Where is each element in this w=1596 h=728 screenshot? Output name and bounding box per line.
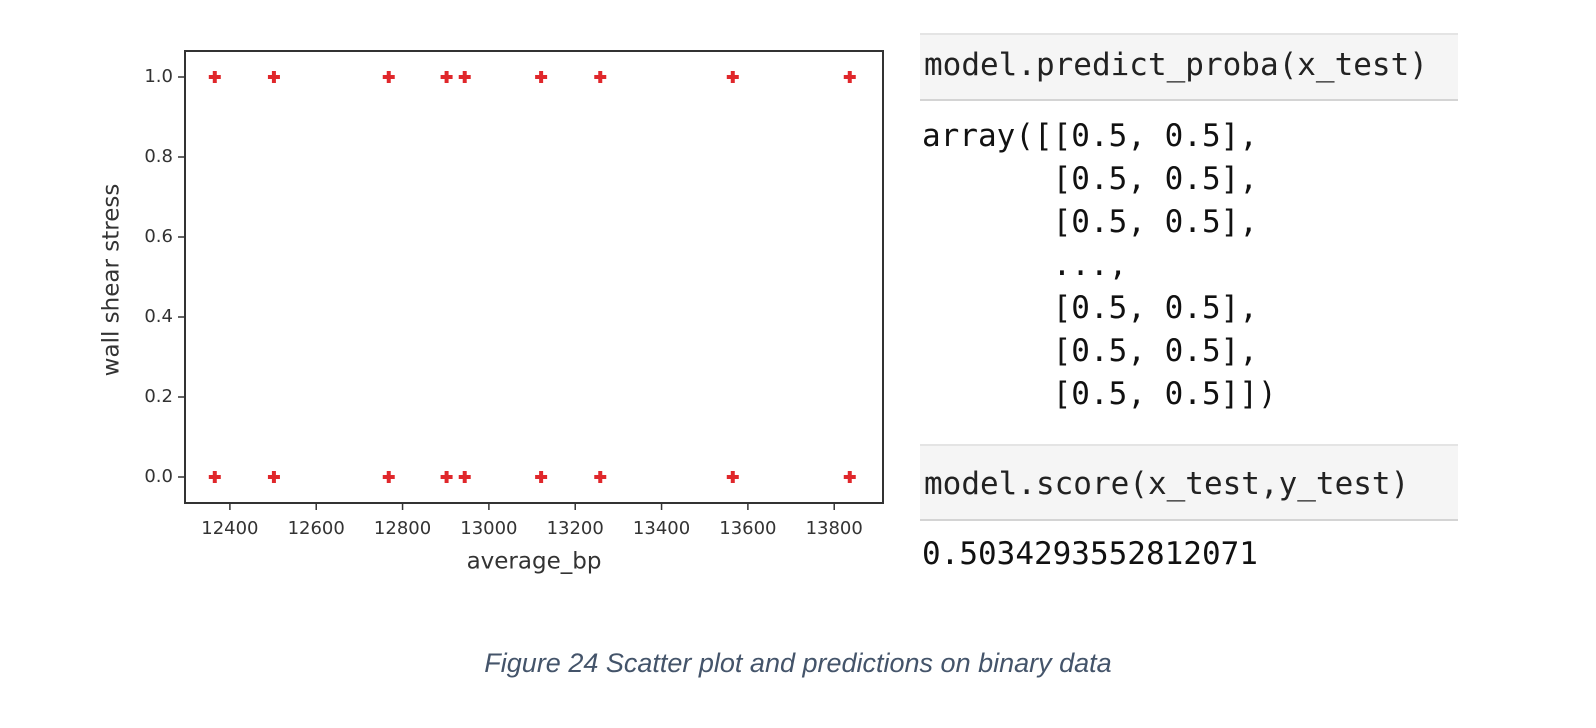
scatter-point [208,471,221,483]
scatter-point [726,71,739,83]
output-line: [0.5, 0.5], [922,290,1258,326]
x-tick-label: 13600 [719,518,776,539]
scatter-point [440,71,453,83]
chart: average_bp wall shear stress 12400 12600 1… [99,50,884,575]
scatter-point [382,71,395,83]
x-tick-label: 12600 [288,518,345,539]
x-tick-label: 13400 [633,518,690,539]
y-tick-label: 0.2 [144,386,173,407]
x-tick-label: 12400 [201,518,258,539]
y-axis-label: wall shear stress [99,184,125,377]
output-line: ..., [922,247,1128,283]
scatter-point [594,471,607,483]
scatter-point [458,71,471,83]
x-tick-label: 13000 [460,518,517,539]
x-tick-label: 13200 [547,518,604,539]
scatter-point [594,71,607,83]
x-tick-label: 12800 [374,518,431,539]
output-line: [0.5, 0.5]]) [922,376,1277,412]
scatter-point [267,71,280,83]
scatter-point [440,471,453,483]
scatter-point [843,71,856,83]
y-tick-label: 0.4 [144,306,173,327]
x-axis-label: average_bp [467,549,602,575]
scatter-point [726,471,739,483]
y-tick-label: 1.0 [144,66,173,87]
code-output: array([[0.5, 0.5], [0.5, 0.5], [0.5, 0.5… [922,115,1277,416]
code-input: model.score(x_test,y_test) [920,444,1458,521]
output-line: [0.5, 0.5], [922,333,1258,369]
code-input: model.predict_proba(x_test) [920,33,1458,101]
plot-frame [184,50,884,504]
scatter-point [208,71,221,83]
scatter-point [843,471,856,483]
output-line: [0.5, 0.5], [922,161,1258,197]
output-line: [0.5, 0.5], [922,204,1258,240]
x-tick-label: 13800 [806,518,863,539]
scatter-point [458,471,471,483]
scatter-point [535,471,548,483]
figure-caption: Figure 24 Scatter plot and predictions o… [484,648,1112,678]
scatter-point [267,471,280,483]
output-line: array([[0.5, 0.5], [922,118,1258,154]
output-line: 0.5034293552812071 [922,536,1258,572]
y-tick-label: 0.8 [144,146,173,167]
scatter-point [535,71,548,83]
scatter-point [382,471,395,483]
code-output: 0.5034293552812071 [922,533,1258,576]
y-tick-label: 0.0 [144,466,173,487]
y-tick-label: 0.6 [144,226,173,247]
